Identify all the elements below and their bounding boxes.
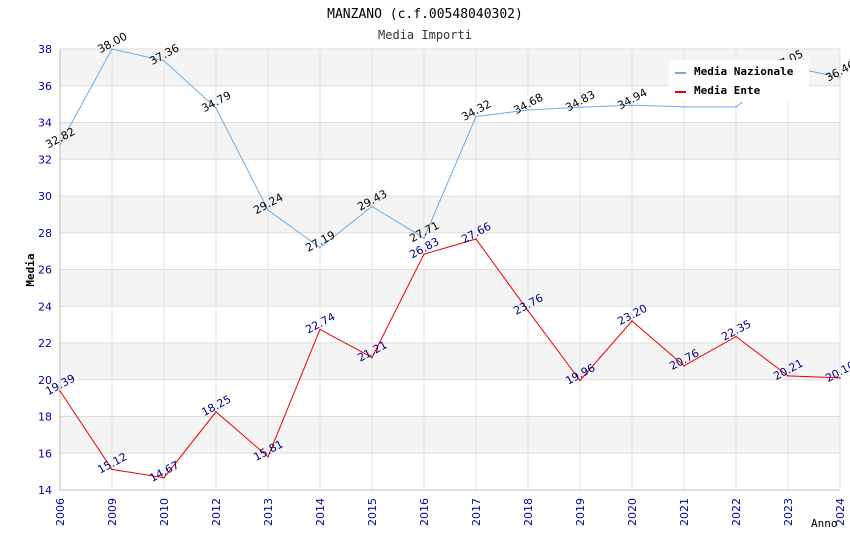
legend: Media Nazionale Media Ente — [669, 60, 809, 102]
grid-band — [60, 196, 840, 233]
x-tick-label: 2024 — [834, 498, 847, 526]
x-tick-label: 2016 — [418, 498, 431, 526]
data-point — [215, 107, 217, 109]
grid-band — [60, 453, 840, 490]
y-tick-label: 32 — [38, 153, 52, 166]
data-point — [735, 335, 737, 338]
data-point — [787, 375, 789, 377]
x-tick-label: 2013 — [262, 498, 275, 526]
data-point — [579, 106, 581, 109]
grid-band — [60, 379, 840, 417]
y-tick-label: 24 — [38, 300, 52, 313]
x-tick-label: 2020 — [626, 498, 639, 526]
data-point — [215, 411, 217, 413]
data-point — [111, 48, 113, 50]
y-tick-label: 26 — [38, 264, 52, 277]
data-point — [683, 106, 685, 108]
grid-band — [60, 416, 840, 454]
grid-band — [60, 343, 840, 380]
data-point — [423, 253, 425, 256]
x-tick-label: 2022 — [730, 498, 743, 526]
data-point — [267, 209, 269, 211]
x-tick-label: 2021 — [678, 498, 691, 526]
legend-label-media-ente: Media Ente — [694, 84, 761, 97]
y-tick-label: 36 — [38, 80, 52, 93]
data-point — [267, 455, 269, 458]
x-tick-label: 2018 — [522, 498, 535, 526]
data-point — [631, 104, 633, 107]
data-point — [527, 309, 529, 312]
data-point — [111, 468, 113, 471]
y-tick-label: 16 — [38, 447, 52, 460]
y-tick-label: 20 — [38, 374, 52, 387]
x-tick-labels: 2006 2009 2010 2012 2013 2014 2015 2016 2017 2018… — [54, 498, 847, 526]
x-tick-label: 2006 — [54, 498, 67, 526]
data-point — [475, 115, 477, 118]
grid-bands — [59, 48, 841, 491]
grid-band — [60, 232, 840, 270]
y-axis-label: Media — [24, 253, 37, 286]
legend-label-media-nazionale: Media Nazionale — [694, 65, 794, 78]
series-line-1 — [59, 238, 841, 479]
x-tick-label: 2019 — [574, 498, 587, 526]
y-tick-label: 30 — [38, 190, 52, 203]
y-tick-labels: 14 16 18 20 22 24 26 28 30 32 34 36 38 — [38, 43, 52, 497]
grid-band — [60, 269, 840, 307]
data-point — [475, 238, 477, 240]
data-point — [163, 476, 165, 479]
data-point — [319, 328, 321, 331]
x-tick-label: 2009 — [106, 498, 119, 526]
y-tick-label: 18 — [38, 411, 52, 424]
series-line-0 — [59, 48, 841, 249]
data-point — [683, 364, 685, 367]
data-point — [319, 246, 321, 249]
data-point — [579, 379, 581, 382]
x-axis-label: Anno — [811, 517, 838, 530]
data-point — [371, 356, 373, 359]
data-point — [423, 237, 425, 239]
axes — [59, 49, 840, 491]
chart-title: MANZANO (c.f.00548040302) — [327, 7, 523, 22]
data-point — [631, 320, 633, 322]
x-tick-label: 2012 — [210, 498, 223, 526]
data-point — [839, 377, 841, 379]
data-point — [59, 143, 61, 145]
grid-band — [60, 122, 840, 160]
x-tick-label: 2023 — [782, 498, 795, 526]
data-point — [163, 59, 165, 62]
x-tick-label: 2017 — [470, 498, 483, 526]
x-tick-label: 2015 — [366, 498, 379, 526]
y-tick-label: 34 — [38, 117, 52, 130]
grid-band — [60, 306, 840, 343]
x-tick-label: 2014 — [314, 498, 327, 526]
x-tick-label: 2010 — [158, 498, 171, 526]
y-tick-label: 28 — [38, 227, 52, 240]
data-point — [527, 109, 529, 111]
y-tick-label: 38 — [38, 43, 52, 56]
data-point — [371, 205, 373, 208]
y-tick-label: 14 — [38, 484, 52, 497]
legend-box — [669, 60, 809, 102]
data-point — [839, 76, 841, 79]
chart-subtitle: Media Importi — [378, 28, 472, 42]
data-point — [735, 106, 737, 108]
data-point — [59, 390, 61, 392]
y-tick-label: 22 — [38, 337, 52, 350]
